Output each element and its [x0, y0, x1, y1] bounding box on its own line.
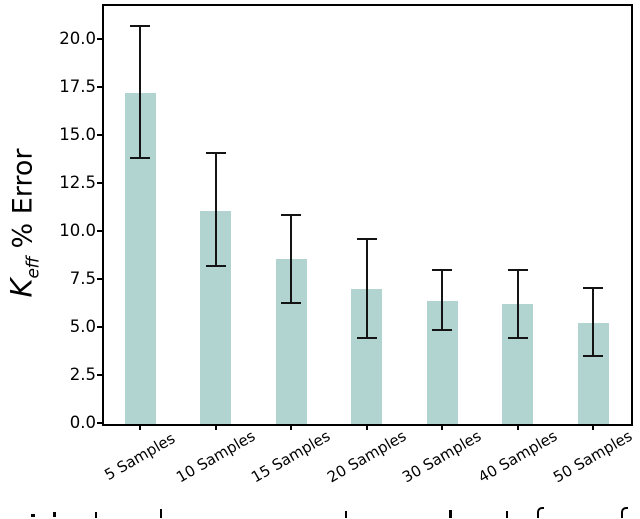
error-bar-cap-top: [281, 213, 301, 216]
y-tick-label: 5.0: [69, 317, 96, 336]
y-tick-label: 0.0: [69, 413, 96, 432]
x-tick-label: 20 Samples: [323, 426, 409, 487]
error-bar-line: [365, 237, 368, 339]
y-tick: [97, 422, 102, 424]
error-bar-cap-bottom: [281, 302, 301, 304]
error-bar-line: [441, 269, 443, 331]
x-tick: [139, 426, 141, 430]
x-tick: [516, 426, 519, 430]
x-tick-label: 50 Samples: [550, 426, 636, 487]
x-tick-label: 5 Samples: [101, 429, 179, 484]
error-bar-cap-bottom: [205, 264, 226, 267]
x-tick-label: 40 Samples: [474, 426, 560, 487]
y-tick: [97, 134, 102, 136]
plot-frame: [102, 4, 633, 426]
error-bar-cap-top: [130, 24, 150, 27]
error-bar-line: [516, 269, 519, 339]
x-tick: [290, 426, 292, 430]
x-tick: [592, 426, 594, 430]
y-tick: [97, 38, 102, 40]
error-bar-cap-bottom: [583, 354, 603, 357]
caption-fragment: [449, 510, 452, 518]
error-bar-line: [139, 24, 141, 159]
x-tick-label: 10 Samples: [172, 426, 258, 487]
error-bar-cap-top: [356, 237, 377, 240]
y-tick-label: 10.0: [59, 221, 96, 240]
ylabel-k-variable: K: [4, 278, 39, 298]
y-tick: [97, 86, 102, 88]
caption-fragment: [160, 509, 162, 518]
y-tick-label: 7.5: [69, 269, 96, 288]
y-tick-label: 12.5: [59, 173, 96, 192]
error-bar-cap-bottom: [507, 336, 528, 339]
caption-fragment: [31, 514, 35, 517]
caption-fragment: [345, 511, 347, 518]
x-tick: [441, 426, 443, 430]
y-tick-label: 15.0: [59, 125, 96, 144]
ylabel-percent-error-text: % Error: [7, 148, 39, 249]
error-bar-cap-bottom: [356, 336, 377, 339]
error-bar-cap-top: [432, 269, 452, 272]
y-tick: [97, 230, 102, 232]
ylabel-eff-subscript: eff: [23, 257, 44, 279]
y-tick: [97, 278, 102, 280]
caption-fragment: [53, 512, 56, 517]
caption-fragment: [621, 507, 628, 518]
y-tick: [97, 182, 102, 184]
error-bar-line: [592, 286, 594, 357]
error-bar-cap-top: [583, 286, 603, 289]
caption-fragment: [95, 512, 97, 518]
y-tick: [97, 326, 102, 328]
error-bar-line: [290, 213, 292, 304]
y-tick: [97, 374, 102, 376]
error-bar-cap-top: [507, 269, 528, 272]
x-tick: [365, 426, 368, 430]
error-bar-cap-bottom: [130, 157, 150, 159]
error-bar-cap-top: [205, 152, 226, 155]
y-axis-label: Keff % Error: [4, 148, 44, 298]
caption-fragment: [506, 511, 508, 518]
y-tick-label: 17.5: [59, 77, 96, 96]
x-tick-label: 15 Samples: [248, 426, 334, 487]
error-bar-line: [214, 152, 217, 267]
x-tick: [214, 426, 217, 430]
error-bar-cap-bottom: [432, 328, 452, 331]
y-tick-label: 2.5: [69, 365, 96, 384]
x-tick-label: 30 Samples: [399, 426, 485, 487]
caption-fragment: [537, 507, 544, 518]
y-tick-label: 20.0: [59, 29, 96, 48]
